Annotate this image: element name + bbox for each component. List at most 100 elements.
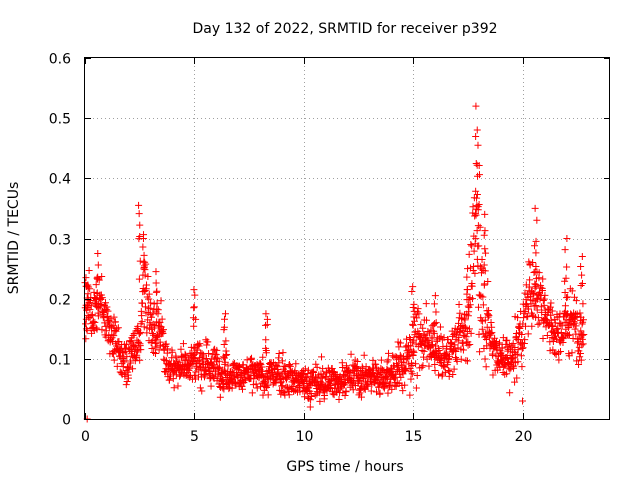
data-point [301, 365, 309, 373]
data-point [430, 321, 438, 329]
data-point [152, 279, 160, 287]
data-points [81, 102, 588, 423]
data-point [408, 361, 416, 369]
data-point [514, 346, 522, 354]
data-point [96, 302, 104, 310]
data-point [412, 384, 420, 392]
data-point [471, 210, 479, 218]
data-point [215, 357, 223, 365]
data-point [318, 353, 326, 361]
data-point [410, 300, 418, 308]
data-point [472, 235, 480, 243]
data-point [563, 235, 571, 242]
data-point [198, 387, 206, 395]
data-point [384, 356, 392, 364]
data-point [264, 381, 272, 389]
data-point [357, 393, 365, 401]
data-point [423, 316, 431, 324]
data-point [539, 335, 547, 343]
data-point [94, 273, 102, 281]
data-point [363, 379, 371, 387]
data-point [190, 322, 198, 330]
data-point [456, 309, 464, 317]
data-point [388, 385, 396, 393]
data-point [577, 356, 585, 364]
data-point [533, 306, 541, 314]
data-point [435, 346, 443, 354]
data-point [510, 362, 518, 370]
data-point [531, 242, 539, 250]
data-point [239, 361, 247, 369]
data-point [579, 300, 587, 308]
data-point [168, 348, 176, 356]
data-point [547, 299, 555, 307]
data-point [89, 318, 97, 326]
data-point [417, 321, 425, 329]
data-point [267, 374, 275, 382]
data-point [415, 310, 423, 318]
data-point [92, 324, 100, 332]
data-point [88, 311, 96, 319]
grid-lines [85, 58, 610, 419]
data-point [107, 315, 115, 323]
data-point [482, 363, 490, 371]
data-point [522, 322, 530, 330]
data-point [498, 344, 506, 352]
data-point [120, 357, 128, 365]
data-point [511, 378, 519, 386]
data-point [448, 340, 456, 348]
data-point [190, 286, 198, 294]
data-point [152, 334, 160, 342]
data-point [125, 363, 133, 371]
data-point [479, 293, 487, 301]
data-point [563, 294, 571, 302]
data-point [407, 342, 415, 350]
data-point [93, 295, 101, 303]
data-point [170, 384, 178, 392]
data-point [159, 329, 167, 337]
data-point [410, 348, 418, 356]
data-point [382, 378, 390, 386]
data-point [401, 367, 409, 375]
data-point [532, 249, 540, 257]
data-point [519, 397, 526, 405]
data-point [82, 274, 90, 282]
x-tick-label: 10 [296, 429, 314, 445]
data-point [465, 296, 473, 304]
data-point [136, 221, 144, 229]
data-point [446, 367, 454, 375]
y-tick-label: 0.1 [49, 353, 71, 369]
data-point [425, 362, 433, 370]
data-point [335, 396, 343, 404]
data-point [142, 260, 150, 268]
data-point [468, 242, 476, 250]
x-tick-label: 15 [405, 429, 423, 445]
data-point [169, 375, 177, 383]
data-point [578, 253, 586, 261]
chart-title: Day 132 of 2022, SRMTID for receiver p39… [192, 21, 497, 37]
data-point [481, 267, 489, 275]
data-point [576, 353, 584, 361]
data-point [440, 362, 448, 370]
data-point [409, 283, 417, 291]
data-point [97, 300, 105, 308]
data-point [109, 350, 117, 358]
data-point [140, 251, 148, 259]
data-point [408, 370, 416, 378]
data-point [307, 396, 315, 404]
data-point [478, 325, 486, 333]
data-point [476, 348, 484, 356]
data-point [356, 389, 364, 397]
data-point [435, 371, 443, 379]
data-point [103, 303, 111, 311]
data-point [413, 371, 421, 379]
data-point [444, 366, 452, 374]
data-point [353, 357, 361, 365]
data-point [535, 269, 543, 277]
data-point [420, 353, 428, 361]
data-point [561, 307, 569, 315]
data-point [222, 337, 230, 345]
data-point [216, 393, 224, 401]
data-point [313, 363, 321, 371]
data-point [431, 367, 439, 375]
